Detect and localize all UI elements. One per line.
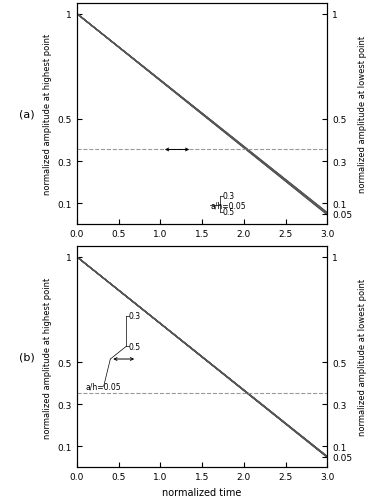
Text: (a): (a) [19, 109, 35, 119]
Text: 0.3: 0.3 [223, 192, 235, 201]
Text: 0.5: 0.5 [129, 342, 141, 351]
Text: a/h=0.05: a/h=0.05 [210, 201, 246, 210]
X-axis label: normalized time: normalized time [162, 487, 242, 497]
Y-axis label: normalized amplitude at highest point: normalized amplitude at highest point [43, 277, 52, 438]
Y-axis label: normalized amplitude at lowest point: normalized amplitude at lowest point [358, 36, 367, 193]
Text: 0.3: 0.3 [129, 312, 141, 321]
Y-axis label: normalized amplitude at highest point: normalized amplitude at highest point [43, 34, 52, 195]
Y-axis label: normalized amplitude at lowest point: normalized amplitude at lowest point [358, 279, 367, 435]
Text: 0.5: 0.5 [223, 207, 235, 216]
Text: (b): (b) [19, 352, 35, 362]
Text: a/h=0.05: a/h=0.05 [85, 382, 121, 391]
